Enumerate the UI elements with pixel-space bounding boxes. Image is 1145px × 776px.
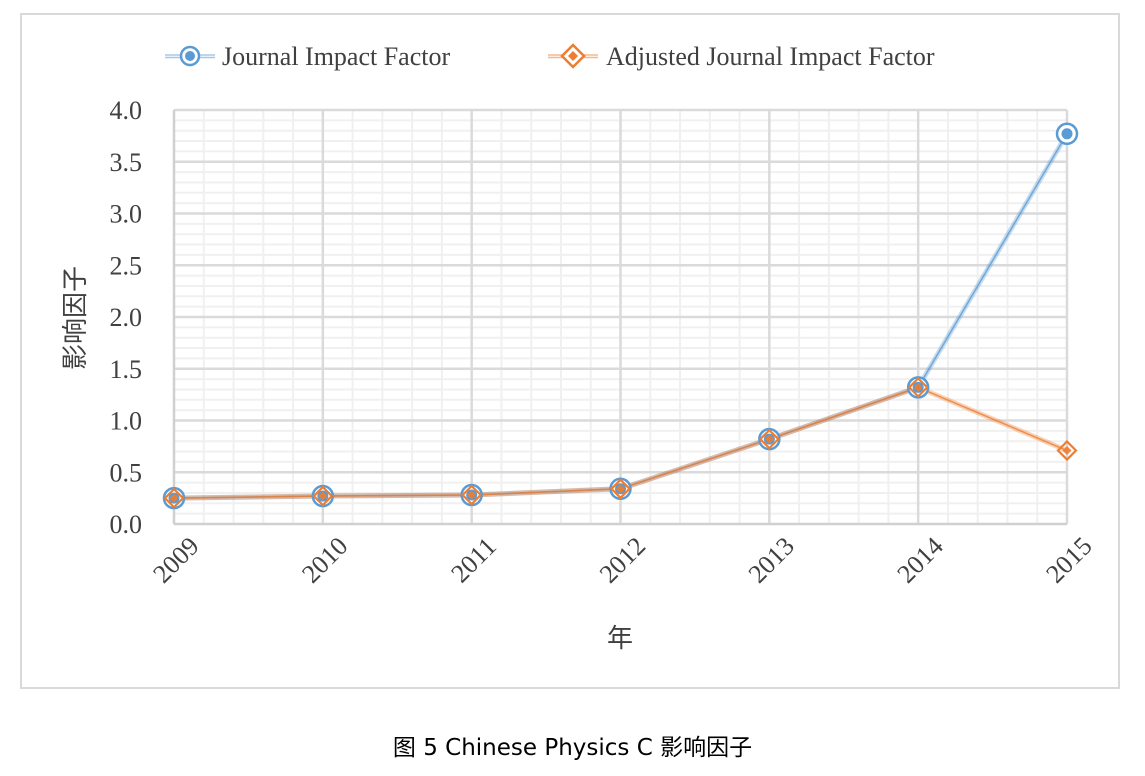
- data-point-diamond: [1056, 439, 1078, 462]
- y-tick-label: 4.0: [110, 96, 143, 125]
- data-point-diamond: [907, 376, 929, 398]
- x-tick-label: 2009: [147, 531, 204, 588]
- axes: [172, 110, 1067, 526]
- data-point-diamond-inner: [913, 382, 923, 392]
- data-point-diamond-inner: [318, 491, 328, 501]
- data-point-journal-impact-factor: [1055, 122, 1079, 146]
- data-point-adjusted-journal-impact-factor: [461, 484, 483, 506]
- data-point-diamond-inner: [169, 493, 179, 503]
- data-point-diamond: [312, 485, 334, 507]
- x-tick-label: 2012: [594, 531, 651, 588]
- data-point-adjusted-journal-impact-factor: [907, 376, 929, 398]
- series-markers: [162, 122, 1079, 510]
- legend-label-adjusted-journal-impact-factor: Adjusted Journal Impact Factor: [606, 42, 935, 71]
- y-axis-title: 影响因子: [61, 266, 90, 370]
- x-tick-label: 2014: [892, 531, 949, 588]
- data-point-adjusted-journal-impact-factor: [609, 478, 632, 500]
- x-tick-label: 2013: [743, 531, 800, 588]
- data-point-diamond-inner: [616, 484, 625, 494]
- y-tick-label: 2.5: [110, 251, 143, 280]
- y-tick-label: 1.5: [110, 355, 143, 384]
- x-axis-title: 年: [607, 624, 633, 653]
- data-point-diamond: [163, 487, 185, 509]
- legend-label-journal-impact-factor: Journal Impact Factor: [222, 42, 450, 71]
- legend: Journal Impact Factor Adjusted Journal I…: [165, 42, 935, 71]
- figure-caption: 图 5 Chinese Physics C 影响因子: [392, 735, 753, 761]
- legend-item-journal-impact-factor: Journal Impact Factor: [165, 42, 450, 71]
- tick-labels: 0.0 0.5 1.0 1.5 2.0 2.5 3.0 3.5 4.0 2009 2010 2011 2…: [110, 96, 1098, 589]
- impact-factor-line-chart: 0.0 0.5 1.0 1.5 2.0 2.5 3.0 3.5 4.0 2009 2010 2011 2…: [61, 42, 1098, 653]
- data-point-diamond: [461, 484, 483, 506]
- y-tick-label: 3.0: [110, 200, 143, 229]
- y-tick-label: 1.0: [110, 407, 143, 436]
- y-tick-label: 2.0: [110, 303, 143, 332]
- data-point-diamond-inner: [764, 434, 774, 444]
- grid-lines: [174, 108, 1069, 524]
- data-point-adjusted-journal-impact-factor: [758, 428, 780, 450]
- x-tick-label: 2011: [445, 532, 502, 589]
- data-point-diamond-inner: [467, 490, 477, 500]
- y-tick-label: 3.5: [110, 148, 143, 177]
- x-tick-label: 2015: [1040, 531, 1097, 588]
- data-point-diamond-inner: [1062, 446, 1072, 456]
- data-point-diamond: [758, 428, 780, 450]
- legend-item-adjusted-journal-impact-factor: Adjusted Journal Impact Factor: [548, 42, 935, 71]
- data-point-adjusted-journal-impact-factor: [312, 485, 334, 507]
- data-point-diamond: [609, 478, 632, 500]
- y-tick-label: 0.0: [110, 510, 143, 539]
- data-point-adjusted-journal-impact-factor: [1056, 439, 1078, 462]
- y-tick-label: 0.5: [110, 458, 143, 487]
- x-tick-label: 2010: [296, 531, 353, 588]
- data-point-dot: [1061, 128, 1073, 140]
- data-point-adjusted-journal-impact-factor: [163, 487, 185, 509]
